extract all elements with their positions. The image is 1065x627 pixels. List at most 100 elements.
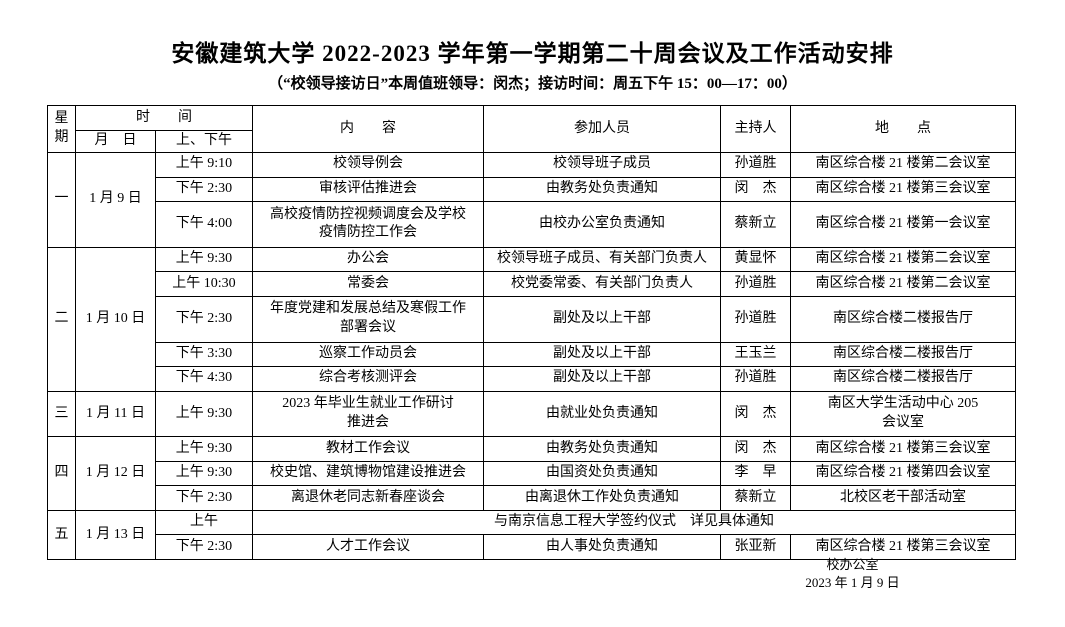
date-cell: 1 月 10 日 [75, 246, 156, 392]
time-cell: 下午 2:30 [155, 176, 253, 203]
weekday-cell: 二 [47, 246, 76, 392]
signature-office: 校办公室 [826, 557, 879, 572]
time-cell: 下午 2:30 [155, 485, 253, 511]
location-cell: 南区综合楼 21 楼第三会议室 [790, 176, 1016, 203]
date-cell: 1 月 13 日 [75, 509, 156, 561]
merged-event-cell: 与南京信息工程大学签约仪式 详见具体通知 [252, 509, 1016, 536]
content-cell: 办公会 [252, 246, 484, 273]
location-cell: 南区综合楼 21 楼第一会议室 [790, 201, 1016, 248]
table-row: 下午 4:30 综合考核测评会 副处及以上干部 孙道胜 南区综合楼二楼报告厅 [48, 366, 1016, 392]
table-row: 上午 10:30 常委会 校党委常委、有关部门负责人 孙道胜 南区综合楼 21 楼第二会… [48, 271, 1016, 297]
header-weekday: 星期 [47, 105, 76, 153]
participants-cell: 校领导班子成员、有关部门负责人 [483, 246, 721, 273]
header-ampm: 上、下午 [155, 130, 253, 153]
time-cell: 上午 9:30 [155, 246, 253, 273]
location-cell: 北校区老干部活动室 [790, 485, 1016, 511]
header-content: 内 容 [252, 105, 484, 153]
content-cell: 审核评估推进会 [252, 176, 484, 203]
page-title: 安徽建筑大学 2022-2023 学年第一学期第二十周会议及工作活动安排 [171, 41, 894, 66]
time-cell: 下午 4:30 [155, 366, 253, 392]
participants-cell: 由就业处负责通知 [483, 390, 721, 438]
content-cell: 常委会 [252, 271, 484, 297]
signature-block: 校办公室 2023 年 1 月 9 日 [755, 556, 950, 591]
host-cell: 蔡新立 [720, 485, 791, 511]
time-cell: 上午 10:30 [155, 271, 253, 297]
participants-cell: 由国资处负责通知 [483, 460, 721, 487]
table-row: 下午 2:30 人才工作会议 由人事处负责通知 张亚新 南区综合楼 21 楼第三会议室 [48, 534, 1016, 560]
time-cell: 下午 3:30 [155, 341, 253, 368]
content-cell: 离退休老同志新春座谈会 [252, 485, 484, 511]
time-cell: 下午 2:30 [155, 534, 253, 560]
time-cell: 上午 9:30 [155, 390, 253, 438]
participants-cell: 副处及以上干部 [483, 341, 721, 368]
header-date: 月 日 [75, 130, 156, 153]
content-cell: 年度党建和发展总结及寒假工作 部署会议 [252, 295, 484, 343]
date-cell: 1 月 11 日 [75, 390, 156, 438]
content-cell: 校史馆、建筑博物馆建设推进会 [252, 460, 484, 487]
content-cell: 高校疫情防控视频调度会及学校 疫情防控工作会 [252, 201, 484, 248]
location-cell: 南区综合楼 21 楼第三会议室 [790, 534, 1016, 560]
table-row: 下午 2:30 离退休老同志新春座谈会 由离退休工作处负责通知 蔡新立 北校区老干部活动… [48, 485, 1016, 511]
content-cell: 2023 年毕业生就业工作研讨 推进会 [252, 390, 484, 438]
time-cell: 下午 2:30 [155, 295, 253, 343]
weekday-cell: 一 [47, 152, 76, 248]
table-row: 上午 9:30 校史馆、建筑博物馆建设推进会 由国资处负责通知李 早南区综合楼 21… [48, 460, 1016, 487]
location-cell: 南区大学生活动中心 205 会议室 [790, 390, 1016, 438]
location-cell: 南区综合楼二楼报告厅 [790, 341, 1016, 368]
host-cell: 孙道胜 [720, 295, 791, 343]
weekday-cell: 三 [47, 390, 76, 438]
participants-cell: 副处及以上干部 [483, 295, 721, 343]
weekday-cell: 五 [47, 509, 76, 561]
participants-cell: 校党委常委、有关部门负责人 [483, 271, 721, 297]
location-cell: 南区综合楼二楼报告厅 [790, 295, 1016, 343]
host-cell: 闵 杰 [720, 436, 791, 462]
participants-cell: 由教务处负责通知 [483, 176, 721, 203]
content-cell: 人才工作会议 [252, 534, 484, 560]
time-cell: 上午 9:30 [155, 460, 253, 487]
location-cell: 南区综合楼 21 楼第二会议室 [790, 271, 1016, 297]
signature-date: 2023 年 1 月 9 日 [805, 574, 900, 590]
content-cell: 综合考核测评会 [252, 366, 484, 392]
host-cell: 黄显怀 [720, 246, 791, 273]
table-row: 下午 3:30 巡察工作动员会 副处及以上干部 王玉兰 南区综合楼二楼报告厅 [48, 341, 1016, 368]
table-row: 下午 4:00 高校疫情防控视频调度会及学校 疫情防控工作会 由校办公室负责通知 蔡新… [48, 201, 1016, 248]
table-row: 下午 2:30 审核评估推进会 由教务处负责通知闵 杰南区综合楼 21 楼第三会议室 [48, 176, 1016, 203]
participants-cell: 由离退休工作处负责通知 [483, 485, 721, 511]
participants-cell: 由校办公室负责通知 [483, 201, 721, 248]
weekday-cell: 四 [47, 436, 76, 511]
location-cell: 南区综合楼 21 楼第四会议室 [790, 460, 1016, 487]
time-cell: 上午 [155, 509, 253, 536]
header-time-group: 时 间 [75, 105, 253, 131]
host-cell: 孙道胜 [720, 271, 791, 297]
content-cell: 教材工作会议 [252, 436, 484, 462]
header-participants: 参加人员 [483, 105, 721, 153]
host-cell: 王玉兰 [720, 341, 791, 368]
location-cell: 南区综合楼 21 楼第二会议室 [790, 246, 1016, 273]
host-cell: 孙道胜 [720, 366, 791, 392]
participants-cell: 由教务处负责通知 [483, 436, 721, 462]
host-cell: 张亚新 [720, 534, 791, 560]
participants-cell: 由人事处负责通知 [483, 534, 721, 560]
location-cell: 南区综合楼 21 楼第三会议室 [790, 436, 1016, 462]
time-cell: 上午 9:30 [155, 436, 253, 462]
content-cell: 校领导例会 [252, 152, 484, 178]
host-cell: 孙道胜 [720, 152, 791, 178]
host-cell: 蔡新立 [720, 201, 791, 248]
date-cell: 1 月 9 日 [75, 152, 156, 248]
location-cell: 南区综合楼 21 楼第二会议室 [790, 152, 1016, 178]
location-cell: 南区综合楼二楼报告厅 [790, 366, 1016, 392]
schedule-header: 星期 时 间 内 容 参加人员 主持人 地 点 月 日 上、下午 [47, 105, 1016, 153]
date-cell: 1 月 12 日 [75, 436, 156, 511]
header-host: 主持人 [720, 105, 791, 153]
time-cell: 上午 9:10 [155, 152, 253, 178]
time-cell: 下午 4:00 [155, 201, 253, 248]
host-cell: 李 早 [720, 460, 791, 487]
host-cell: 闵 杰 [720, 176, 791, 203]
